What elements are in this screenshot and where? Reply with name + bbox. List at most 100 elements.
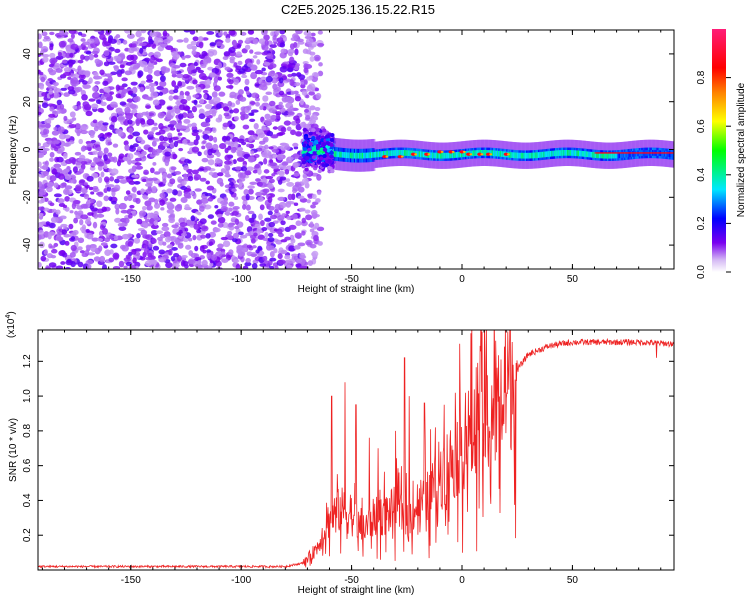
noise-cell xyxy=(299,265,308,269)
noise-cell xyxy=(100,101,107,107)
noise-cell xyxy=(204,111,211,117)
noise-cell xyxy=(247,30,255,35)
noise-cell xyxy=(301,178,309,185)
noise-cell xyxy=(117,116,125,121)
noise-cell xyxy=(289,56,295,64)
noise-cell xyxy=(103,61,110,67)
noise-cell xyxy=(53,126,58,131)
snr-y-ticks: 0.2 0.4 0.6 0.8 1.0 1.2 xyxy=(22,354,674,542)
noise-cell xyxy=(147,146,154,153)
noise-cell xyxy=(284,254,291,260)
noise-cell xyxy=(216,247,223,252)
noise-cell xyxy=(127,119,133,125)
noise-cell xyxy=(92,119,98,124)
noise-cell xyxy=(183,264,189,269)
noise-cell xyxy=(157,236,163,241)
noise-cell xyxy=(176,203,183,209)
noise-cell xyxy=(247,185,255,189)
transition-cell xyxy=(305,162,310,167)
noise-cell xyxy=(223,31,228,36)
snr-x-axis-label: Height of straight line (km) xyxy=(298,585,415,596)
transition-cell xyxy=(313,139,319,144)
noise-cell xyxy=(269,214,278,220)
noise-cell xyxy=(206,252,212,260)
transition-cell xyxy=(311,146,317,151)
noise-cell xyxy=(84,55,89,62)
noise-cell xyxy=(133,95,141,103)
noise-cell xyxy=(129,204,135,209)
noise-cell xyxy=(235,166,243,171)
noise-cell xyxy=(145,188,152,195)
noise-cell xyxy=(181,232,188,237)
transition-cell xyxy=(315,143,321,148)
noise-cell xyxy=(246,62,254,68)
noise-cell xyxy=(192,192,197,200)
noise-cell xyxy=(193,61,198,67)
noise-cell xyxy=(142,223,149,227)
noise-cell xyxy=(80,38,86,42)
noise-cell xyxy=(216,151,221,158)
noise-cell xyxy=(115,107,123,114)
noise-cell xyxy=(40,76,46,83)
noise-cell xyxy=(78,74,86,80)
noise-cell xyxy=(226,72,234,78)
noise-cell xyxy=(81,94,88,101)
noise-cell xyxy=(84,158,90,163)
noise-cell xyxy=(289,234,295,241)
noise-cell xyxy=(253,232,258,237)
noise-cell xyxy=(97,125,105,131)
noise-cell xyxy=(96,191,103,196)
noise-cell xyxy=(149,56,155,64)
noise-cell xyxy=(229,109,234,114)
noise-cell xyxy=(138,37,143,41)
noise-cell xyxy=(277,179,283,185)
noise-cell xyxy=(213,136,218,143)
noise-cell xyxy=(38,41,43,49)
noise-cell xyxy=(181,254,188,259)
noise-cell xyxy=(231,188,237,193)
noise-cell xyxy=(63,115,68,121)
noise-cell xyxy=(256,59,261,65)
noise-cell xyxy=(169,178,176,185)
noise-cell xyxy=(167,132,173,139)
noise-cell xyxy=(264,61,271,67)
noise-cell xyxy=(72,166,78,174)
noise-cell xyxy=(68,123,77,129)
noise-cell xyxy=(103,188,108,194)
noise-cell xyxy=(163,38,171,44)
transition-cell xyxy=(325,141,330,146)
noise-cell xyxy=(192,234,197,241)
noise-cell xyxy=(38,142,41,147)
noise-cell xyxy=(223,196,228,202)
noise-cell xyxy=(112,143,119,148)
noise-cell xyxy=(150,259,158,265)
noise-cell xyxy=(178,95,184,99)
noise-cell xyxy=(63,72,71,76)
noise-cell xyxy=(119,101,127,106)
noise-cell xyxy=(259,204,265,211)
noise-cell xyxy=(48,88,54,95)
noise-cell xyxy=(112,156,118,163)
noise-cell xyxy=(51,168,57,175)
noise-cell xyxy=(244,44,251,50)
noise-cell xyxy=(240,250,246,257)
noise-cell xyxy=(63,233,71,238)
noise-cell xyxy=(139,42,147,47)
noise-cell xyxy=(160,207,165,211)
noise-cell xyxy=(191,169,199,175)
noise-cell xyxy=(311,41,318,47)
noise-cell xyxy=(79,218,84,226)
noise-cell xyxy=(150,91,159,99)
noise-cell xyxy=(235,99,241,105)
noise-cell xyxy=(238,89,244,95)
noise-cell xyxy=(153,122,158,126)
noise-cell xyxy=(244,261,252,267)
noise-cell xyxy=(137,136,143,142)
noise-cell xyxy=(152,161,157,166)
noise-cell xyxy=(93,30,102,33)
noise-cell xyxy=(110,188,118,193)
noise-cell xyxy=(77,59,84,64)
noise-cell xyxy=(153,171,161,175)
noise-cell xyxy=(211,91,218,98)
noise-cell xyxy=(102,40,108,47)
